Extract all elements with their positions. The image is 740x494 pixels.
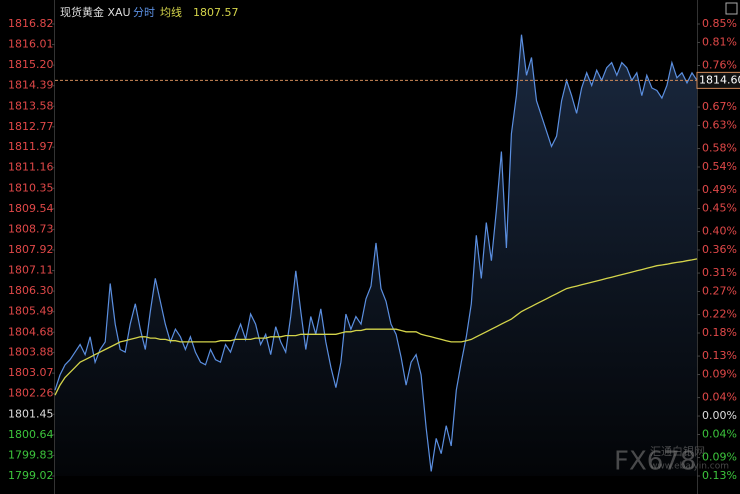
last-price-label: 1814.60 xyxy=(699,73,740,86)
y2-tick-label: 0.09% xyxy=(702,451,737,464)
y-tick-label: 1814.39 xyxy=(8,79,54,92)
y-tick-label: 1805.49 xyxy=(8,305,54,318)
y2-tick-label: 0.81% xyxy=(702,35,737,48)
y2-tick-label: 0.67% xyxy=(702,100,737,113)
y2-tick-label: 0.18% xyxy=(702,326,737,339)
y-tick-label: 1808.73 xyxy=(8,222,54,235)
y-tick-label: 1811.97 xyxy=(8,140,54,153)
y-tick-label: 1802.26 xyxy=(8,387,54,400)
y2-tick-label: 0.13% xyxy=(702,349,737,362)
y-tick-label: 1813.58 xyxy=(8,99,54,112)
y2-tick-label: 0.40% xyxy=(702,225,737,238)
area xyxy=(55,34,697,476)
y2-tick-label: 0.54% xyxy=(702,160,737,173)
y2-tick-label: 0.63% xyxy=(702,118,737,131)
y2-tick-label: 0.31% xyxy=(702,266,737,279)
y2-tick-label: 0.27% xyxy=(702,285,737,298)
line xyxy=(54,34,698,472)
y-tick-label: 1812.77 xyxy=(8,120,54,133)
y2-tick-label: 0.36% xyxy=(702,243,737,256)
y2-tick-label: 0.04% xyxy=(702,427,737,440)
watermark-name: 汇通白银网 xyxy=(650,444,705,458)
y2-tick-label: 0.22% xyxy=(702,308,737,321)
chart-title: 现货黄金 XAU xyxy=(60,5,131,19)
ma-value: 1807.57 xyxy=(193,6,239,19)
y-tick-label: 1801.45 xyxy=(8,407,54,420)
last-price-box xyxy=(696,71,740,89)
y2-tick-label: 0.13% xyxy=(702,469,737,482)
y2-tick-label: 0.58% xyxy=(702,142,737,155)
icon xyxy=(725,2,738,15)
y-tick-label: 1816.01 xyxy=(8,38,54,51)
y-tick-label: 1799.83 xyxy=(8,448,54,461)
legend-entry: 分时 xyxy=(133,6,155,19)
y-tick-label: 1799.02 xyxy=(8,469,54,482)
y-tick-label: 1804.68 xyxy=(8,325,54,338)
y-tick-label: 1816.82 xyxy=(8,17,54,30)
y2-tick-label: 0.00% xyxy=(702,409,737,422)
y-tick-label: 1803.88 xyxy=(8,346,54,359)
y-tick-label: 1806.30 xyxy=(8,284,54,297)
watermark-url: www.ebaiyin.com xyxy=(650,462,729,472)
y2-tick-label: 0.76% xyxy=(702,59,737,72)
y-tick-label: 1807.92 xyxy=(8,243,54,256)
y-tick-label: 1803.07 xyxy=(8,366,54,379)
y2-tick-label: 0.85% xyxy=(702,17,737,30)
y-tick-label: 1811.16 xyxy=(8,161,54,174)
plot xyxy=(54,34,698,476)
y-tick-label: 1810.35 xyxy=(8,181,54,194)
y-tick-label: 1815.20 xyxy=(8,58,54,71)
y2-tick-label: 0.04% xyxy=(702,391,737,404)
y2-tick-label: 0.49% xyxy=(702,183,737,196)
y-tick-label: 1809.54 xyxy=(8,202,54,215)
y2-tick-label: 0.09% xyxy=(702,368,737,381)
watermark-logo: FX678 xyxy=(614,447,696,477)
y-tick-label: 1807.11 xyxy=(8,264,54,277)
line xyxy=(54,258,698,396)
legend-entry: 均线 xyxy=(160,5,182,19)
y2-tick-label: 0.45% xyxy=(702,201,737,214)
y-tick-label: 1800.64 xyxy=(8,428,54,441)
